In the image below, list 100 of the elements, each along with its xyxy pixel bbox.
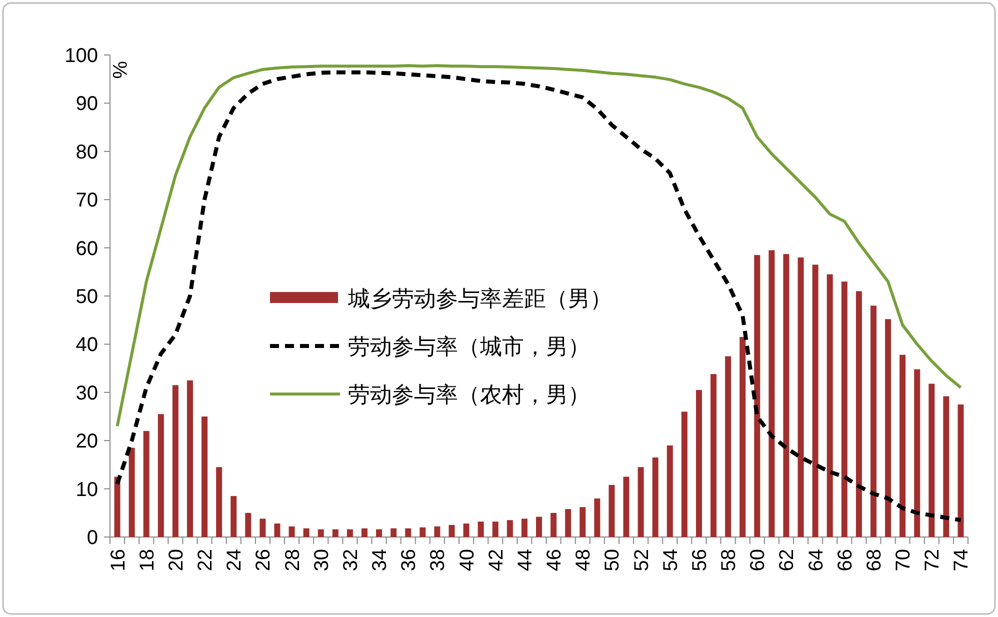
bar: [390, 528, 397, 537]
bar: [841, 282, 848, 537]
bar: [332, 529, 338, 537]
y-tick-label: 90: [76, 93, 98, 116]
x-tick-label: 58: [718, 549, 740, 572]
bar: [492, 522, 498, 537]
y-axis-title: %: [108, 61, 130, 79]
y-tick-label: 10: [76, 478, 98, 501]
bar: [376, 529, 382, 537]
y-tick-label: 30: [76, 382, 98, 404]
bar: [928, 384, 935, 537]
x-tick-label: 44: [514, 549, 536, 572]
bar: [856, 291, 862, 537]
x-tick-label: 28: [282, 549, 304, 572]
bar: [172, 385, 178, 537]
bar: [361, 528, 368, 537]
bar: [740, 336, 746, 537]
bar: [245, 512, 252, 537]
bar: [448, 524, 455, 537]
bar: [652, 457, 658, 537]
bar: [128, 448, 135, 537]
bar: [608, 484, 615, 537]
bar: [783, 254, 790, 537]
bar: [565, 509, 572, 537]
y-tick-label: 40: [76, 334, 98, 356]
bar: [550, 512, 557, 537]
bar: [506, 520, 513, 537]
x-tick-label: 40: [456, 549, 478, 572]
bar: [158, 414, 164, 537]
y-tick-label: 100: [64, 45, 98, 67]
bar: [303, 528, 310, 537]
y-tick-label: 60: [76, 238, 98, 260]
y-tick-label: 50: [76, 286, 98, 308]
bar: [434, 526, 440, 537]
bar: [768, 250, 775, 537]
bar: [288, 526, 295, 537]
bar: [216, 467, 222, 537]
bar: [521, 518, 528, 537]
x-tick-label: 48: [572, 549, 595, 572]
bar: [260, 518, 266, 537]
x-tick-label: 34: [369, 549, 392, 572]
x-tick-label: 70: [892, 549, 915, 572]
bar: [623, 476, 630, 537]
bar: [186, 380, 193, 537]
x-tick-label: 32: [340, 549, 362, 572]
x-tick-label: 16: [107, 549, 130, 572]
bar: [346, 529, 353, 537]
bar: [318, 529, 324, 537]
y-tick-label: 20: [76, 430, 98, 453]
x-tick-label: 22: [194, 549, 217, 572]
bar: [681, 412, 688, 537]
x-tick-label: 30: [310, 549, 333, 572]
x-tick-label: 46: [544, 549, 566, 572]
bar: [958, 404, 964, 537]
bar: [710, 374, 717, 537]
bar: [943, 396, 950, 537]
bar: [812, 264, 818, 537]
bar: [900, 354, 906, 537]
x-tick-label: 54: [660, 549, 682, 572]
bar: [666, 445, 673, 537]
x-tick-label: 56: [688, 549, 711, 572]
x-tick-label: 20: [165, 549, 188, 572]
y-tick-label: 80: [76, 141, 98, 164]
x-tick-label: 42: [485, 549, 508, 572]
bar: [463, 524, 470, 537]
x-tick-label: 62: [776, 549, 798, 572]
bar: [536, 516, 542, 537]
y-tick-label: 70: [76, 190, 98, 212]
x-tick-label: 72: [922, 549, 944, 572]
x-tick-label: 68: [863, 549, 886, 572]
legend-label: 劳动参与率（农村，男）: [348, 382, 590, 407]
x-tick-label: 60: [747, 549, 770, 572]
bar: [202, 416, 208, 537]
bar: [274, 524, 280, 537]
x-tick-label: 36: [398, 549, 420, 572]
bar: [478, 522, 484, 537]
bar: [870, 306, 876, 537]
x-tick-label: 50: [602, 549, 624, 572]
x-tick-label: 18: [136, 549, 158, 572]
bar: [580, 507, 586, 537]
bar: [914, 369, 920, 537]
x-tick-label: 24: [224, 549, 246, 572]
bar: [725, 356, 732, 537]
bar: [405, 528, 412, 537]
y-tick-label: 0: [86, 527, 98, 549]
x-tick-label: 26: [252, 549, 275, 572]
bar: [798, 257, 804, 537]
x-tick-label: 52: [630, 549, 653, 572]
legend-label: 城乡劳动参与率差距（男）: [347, 286, 612, 311]
bar: [885, 319, 892, 537]
bar: [143, 430, 150, 537]
bar: [594, 498, 600, 537]
x-tick-label: 74: [950, 549, 973, 572]
x-tick-label: 64: [805, 549, 828, 572]
x-tick-label: 38: [427, 549, 450, 572]
bar: [114, 476, 120, 537]
legend-label: 劳动参与率（城市，男）: [348, 334, 590, 359]
x-tick-label: 66: [834, 549, 856, 572]
bar: [754, 255, 760, 537]
bar: [638, 467, 644, 537]
